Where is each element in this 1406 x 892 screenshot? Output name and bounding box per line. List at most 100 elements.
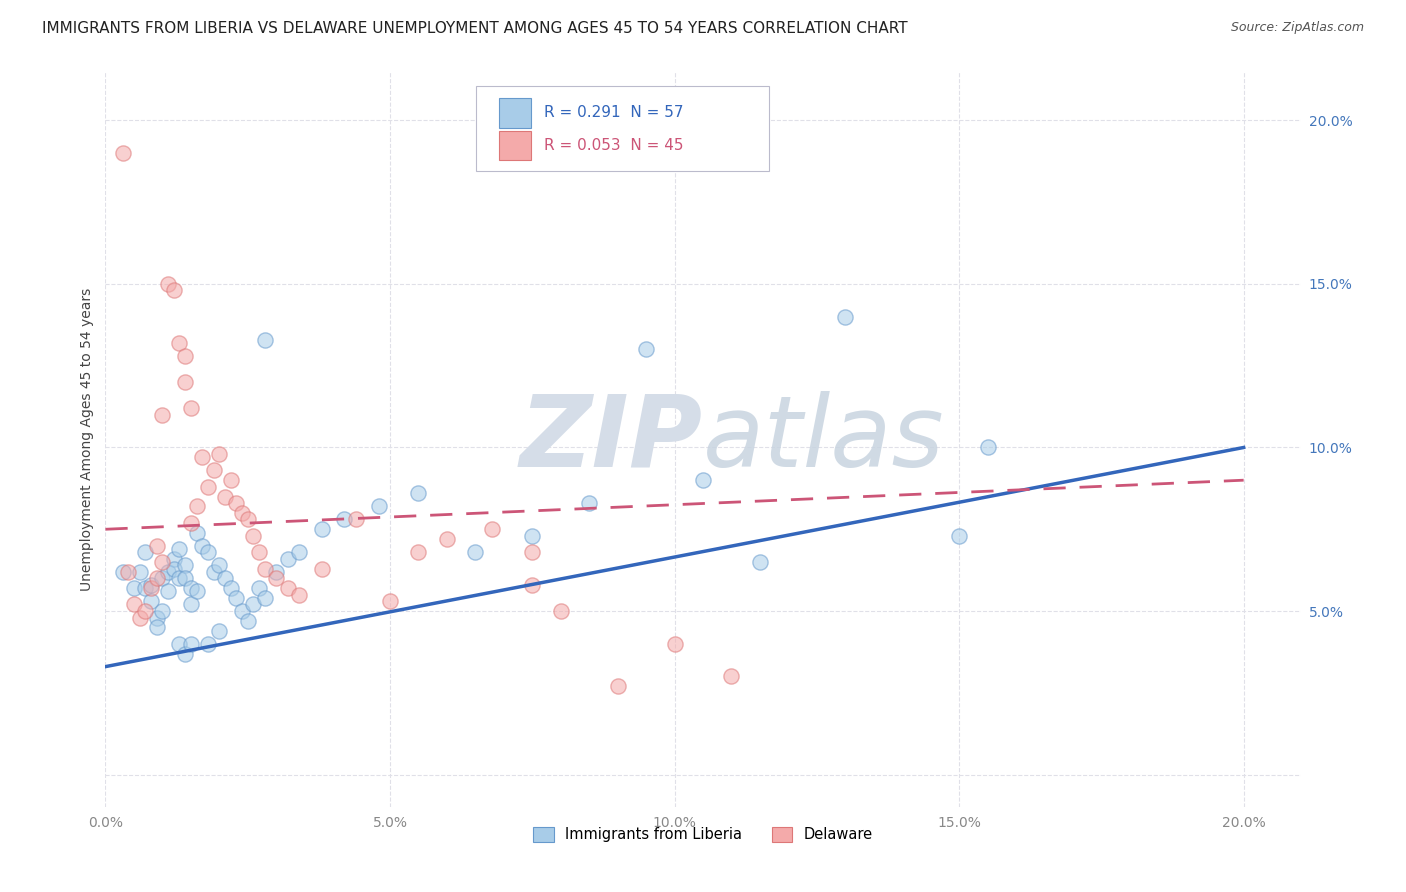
Point [117,565,139,579]
Point [522,578,544,592]
Point [720,669,742,683]
Point [247,581,270,595]
Point [157,584,180,599]
Point [169,637,191,651]
Point [378,594,401,608]
Point [191,539,214,553]
Point [311,522,333,536]
Point [464,545,486,559]
Point [145,539,167,553]
Text: R = 0.053  N = 45: R = 0.053 N = 45 [544,138,683,153]
Point [145,571,167,585]
Point [139,594,162,608]
Point [134,604,156,618]
FancyBboxPatch shape [499,130,531,160]
Point [134,545,156,559]
Point [128,610,150,624]
Point [202,565,225,579]
Point [253,591,276,605]
Point [692,473,714,487]
Text: atlas: atlas [703,391,945,488]
Point [174,571,197,585]
Point [225,496,247,510]
Point [236,512,259,526]
Point [481,522,503,536]
Point [197,480,219,494]
Point [145,620,167,634]
Point [367,500,389,514]
Point [180,581,202,595]
Point [748,555,770,569]
Point [976,441,998,455]
Point [636,343,658,357]
Point [122,598,145,612]
Point [664,637,686,651]
Point [157,277,180,291]
Point [139,578,162,592]
Point [180,637,202,651]
Point [128,565,150,579]
Point [242,529,264,543]
Point [236,614,259,628]
Point [134,581,156,595]
Text: ZIP: ZIP [520,391,703,488]
Point [157,565,180,579]
Point [150,571,173,585]
Point [264,565,287,579]
Point [197,637,219,651]
Point [174,375,197,389]
Point [288,588,311,602]
Point [522,545,544,559]
Point [214,571,236,585]
Y-axis label: Unemployment Among Ages 45 to 54 years: Unemployment Among Ages 45 to 54 years [80,288,94,591]
Point [277,581,299,595]
Point [606,679,628,693]
Point [163,284,186,298]
Point [163,561,186,575]
Point [344,512,367,526]
Point [150,408,173,422]
Point [208,558,231,573]
Point [247,545,270,559]
Point [169,571,191,585]
Point [145,610,167,624]
Point [219,581,242,595]
Point [208,447,231,461]
Point [150,555,173,569]
Point [288,545,311,559]
Point [139,581,162,595]
Point [180,516,202,530]
Point [253,333,276,347]
FancyBboxPatch shape [499,98,531,128]
Point [174,647,197,661]
Point [197,545,219,559]
Point [522,529,544,543]
Point [578,496,600,510]
Point [311,561,333,575]
Text: IMMIGRANTS FROM LIBERIA VS DELAWARE UNEMPLOYMENT AMONG AGES 45 TO 54 YEARS CORRE: IMMIGRANTS FROM LIBERIA VS DELAWARE UNEM… [42,21,908,36]
Point [186,525,208,540]
Point [169,541,191,556]
Point [191,450,214,465]
Point [186,584,208,599]
Legend: Immigrants from Liberia, Delaware: Immigrants from Liberia, Delaware [527,821,879,847]
Point [264,571,287,585]
Point [436,532,458,546]
Point [231,506,253,520]
Point [174,558,197,573]
Point [225,591,247,605]
Point [208,624,231,638]
Point [550,604,572,618]
Point [186,500,208,514]
Point [333,512,356,526]
Text: R = 0.291  N = 57: R = 0.291 N = 57 [544,105,683,120]
Point [169,335,191,350]
Point [242,598,264,612]
Text: Source: ZipAtlas.com: Source: ZipAtlas.com [1230,21,1364,34]
Point [948,529,970,543]
Point [219,473,242,487]
Point [150,604,173,618]
Point [253,561,276,575]
Point [180,401,202,416]
FancyBboxPatch shape [475,87,769,170]
